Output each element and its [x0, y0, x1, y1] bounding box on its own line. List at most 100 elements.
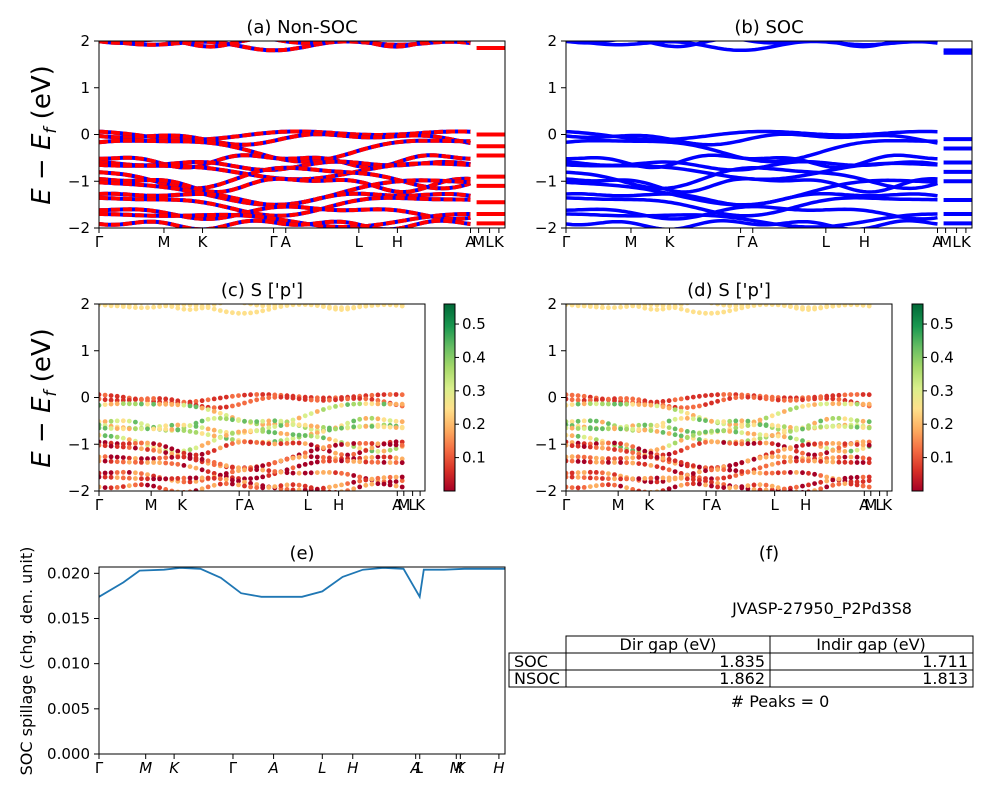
band-point: [211, 437, 217, 443]
band-point: [108, 304, 114, 309]
band-point: [254, 428, 260, 434]
band-point: [357, 441, 363, 446]
band-point: [120, 304, 126, 308]
band-point: [757, 470, 763, 476]
band-point: [217, 429, 223, 434]
band-point: [108, 397, 114, 403]
band-point: [836, 397, 842, 402]
band-point: [618, 456, 623, 461]
band-point: [818, 473, 824, 478]
x-tick-label: K: [494, 233, 505, 251]
colorbar-tick-label: 0.4: [462, 348, 486, 366]
band-point: [739, 430, 745, 436]
band-point: [369, 401, 375, 407]
band-point: [375, 392, 381, 398]
band-point: [800, 483, 805, 489]
band-point: [642, 461, 648, 467]
band-point: [769, 462, 775, 467]
band-point: [260, 418, 266, 424]
band-point: [630, 304, 636, 308]
band-point: [254, 304, 260, 308]
band-point: [836, 441, 842, 446]
band-point: [678, 396, 684, 402]
band-point: [672, 416, 678, 422]
band-point: [236, 310, 241, 316]
band-point: [733, 441, 739, 447]
band-point: [211, 433, 217, 439]
band-point: [600, 459, 605, 465]
band-point: [175, 476, 181, 481]
band-point: [345, 452, 350, 458]
band-point: [788, 488, 793, 491]
band-point: [381, 401, 387, 407]
band-point: [648, 479, 654, 485]
band-point: [751, 470, 757, 476]
band-point: [363, 396, 369, 402]
band-point: [126, 426, 132, 432]
band-point: [169, 304, 175, 309]
band-point: [606, 396, 611, 402]
band-point: [684, 472, 690, 478]
band-point: [387, 418, 393, 423]
band-point: [848, 424, 854, 430]
band-point: [151, 447, 157, 453]
band-point: [581, 459, 587, 465]
band-point: [781, 487, 787, 491]
band-point: [721, 309, 727, 315]
band-point: [387, 482, 393, 488]
band-point: [114, 444, 120, 449]
band-point: [242, 304, 247, 306]
band-point: [211, 475, 217, 481]
band-point: [205, 484, 211, 490]
band-point: [739, 394, 745, 400]
band-point: [751, 437, 757, 443]
band-point: [139, 456, 144, 462]
band-point: [175, 489, 180, 491]
band-point: [830, 477, 836, 483]
band-point: [393, 442, 399, 448]
band-point: [575, 443, 581, 449]
band-point: [133, 445, 138, 451]
band-point: [139, 446, 144, 452]
band-point: [866, 474, 872, 480]
band-point: [794, 436, 799, 442]
band-point: [236, 468, 241, 474]
band-point: [842, 401, 848, 407]
band-point: [757, 487, 763, 491]
band-point: [830, 459, 836, 465]
band-point: [854, 442, 860, 447]
band-point: [812, 396, 817, 402]
band-point: [775, 426, 781, 432]
band-point: [278, 469, 284, 475]
band-point: [757, 436, 763, 441]
band-point: [381, 460, 387, 465]
band-point: [848, 460, 854, 465]
x-tick-label: H: [333, 496, 344, 514]
x-tick-label: K: [665, 233, 676, 251]
band-point: [217, 476, 223, 482]
band-point: [321, 398, 326, 403]
band-point: [721, 392, 727, 397]
band-point: [866, 439, 872, 445]
band-point: [587, 397, 593, 403]
band-point: [587, 475, 593, 481]
band-point: [636, 461, 642, 466]
band-point: [302, 470, 308, 476]
band-point: [830, 455, 836, 461]
band-point: [236, 478, 241, 484]
band-point: [721, 304, 727, 308]
band-point: [242, 439, 247, 445]
band-point: [302, 450, 308, 456]
band-point: [223, 481, 229, 487]
x-tick-label: A: [932, 233, 943, 251]
band-point: [211, 409, 217, 414]
band-point: [393, 455, 399, 461]
band-point: [99, 304, 102, 307]
colorbar-tick-label: 0.2: [930, 415, 954, 433]
band-point: [569, 304, 575, 308]
band-point: [351, 305, 357, 311]
band-point: [569, 419, 575, 424]
band-point: [254, 467, 260, 473]
band-point: [151, 456, 157, 461]
band-point: [593, 483, 599, 489]
